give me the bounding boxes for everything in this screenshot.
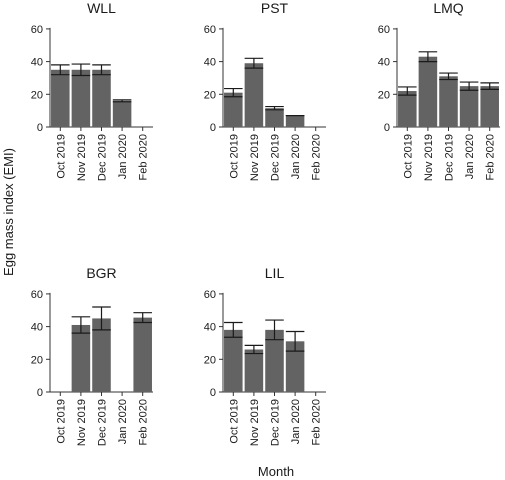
panel-lmq: LMQ 0 20 40 60 Oct 2019 Nov 2019 Dec 2019 Jan 20… (378, 0, 500, 181)
x-tick-label: Jan 2020 (290, 134, 302, 179)
y-axis-label: Egg mass index (EMI) (1, 148, 16, 276)
x-tick-label: Jan 2020 (117, 134, 129, 179)
y-tick-label: 20 (31, 89, 43, 101)
bar (51, 69, 70, 127)
panel-lil: LIL 0 20 40 60 Oct 2019 Nov 2019 Dec 2019 Jan 20… (204, 265, 326, 446)
y-tick-label: 20 (31, 354, 43, 366)
x-tick-label: Nov 2019 (249, 399, 261, 446)
y-tick-label: 20 (378, 89, 390, 101)
bar (285, 115, 305, 127)
x-axis-label: Month (258, 464, 294, 479)
error-bar (224, 87, 243, 98)
y-tick-label: 0 (384, 122, 390, 134)
y-tick-label: 40 (31, 322, 43, 334)
x-tick-label: Oct 2019 (55, 399, 67, 444)
panel-title: PST (261, 0, 289, 16)
x-tick-label: Nov 2019 (76, 399, 88, 446)
bar (459, 86, 479, 127)
x-tick-label: Feb 2020 (485, 134, 497, 180)
y-tick-label: 0 (210, 122, 216, 134)
bar (480, 86, 499, 127)
error-bar (112, 99, 132, 103)
x-tick-label: Dec 2019 (444, 134, 456, 181)
error-bar (71, 316, 91, 334)
panel-title: BGR (86, 265, 116, 281)
y-tick-label: 40 (378, 57, 390, 69)
bar (133, 317, 152, 392)
bar (112, 100, 132, 127)
bar (418, 56, 438, 128)
x-tick-label: Feb 2020 (311, 134, 323, 180)
y-tick-label: 0 (37, 387, 43, 399)
x-tick-label: Oct 2019 (402, 134, 414, 179)
y-tick-label: 60 (204, 289, 216, 301)
x-tick-label: Nov 2019 (423, 134, 435, 181)
x-tick-label: Jan 2020 (464, 134, 476, 179)
x-tick-label: Jan 2020 (290, 399, 302, 444)
error-bar (265, 105, 284, 111)
x-tick-label: Nov 2019 (249, 134, 261, 181)
error-bar (265, 319, 284, 341)
y-tick-label: 60 (204, 24, 216, 36)
bar (244, 63, 264, 127)
panel-pst: PST 0 20 40 60 Oct 2019 Nov 2019 Dec 2019 Jan 20… (204, 0, 326, 181)
bar (265, 329, 284, 392)
x-tick-label: Feb 2020 (311, 399, 323, 445)
x-tick-label: Dec 2019 (270, 134, 282, 181)
error-bar (398, 86, 417, 96)
bar (71, 69, 91, 127)
error-bar (285, 330, 305, 352)
panel-title: LMQ (433, 0, 463, 16)
panel-wll: WLL 0 20 40 60 Oct 2019 Nov 2019 Dec 2019 Jan 20… (31, 0, 153, 181)
bar (439, 76, 458, 127)
bar (92, 318, 111, 392)
bar (244, 349, 264, 392)
error-bar (439, 72, 458, 81)
y-tick-label: 60 (378, 24, 390, 36)
panel-title: WLL (87, 0, 116, 16)
bar (71, 324, 91, 392)
x-tick-label: Oct 2019 (228, 134, 240, 179)
y-tick-label: 20 (204, 354, 216, 366)
error-bar (480, 82, 499, 90)
y-tick-label: 40 (204, 322, 216, 334)
chart-panels: WLL 0 20 40 60 Oct 2019 Nov 2019 Dec 2019 Jan 20… (31, 0, 500, 446)
x-tick-label: Feb 2020 (138, 134, 150, 180)
x-tick-label: Dec 2019 (270, 399, 282, 446)
y-tick-label: 40 (31, 57, 43, 69)
error-bar (244, 57, 264, 69)
x-tick-label: Nov 2019 (76, 134, 88, 181)
error-bar (459, 81, 479, 91)
error-bar (92, 306, 111, 331)
x-tick-label: Feb 2020 (138, 399, 150, 445)
error-bar (71, 63, 91, 77)
bar (224, 329, 243, 392)
x-tick-label: Dec 2019 (97, 134, 109, 181)
bar (224, 92, 243, 127)
error-bar (418, 51, 438, 63)
bar (398, 91, 417, 127)
error-bar (244, 344, 264, 355)
bar (92, 69, 111, 127)
y-tick-label: 20 (204, 89, 216, 101)
y-tick-label: 0 (210, 387, 216, 399)
panel-bgr: BGR 0 20 40 60 Oct 2019 Nov 2019 Dec 2019 Jan 20… (31, 265, 153, 446)
bar (265, 108, 284, 127)
error-bar (92, 64, 111, 76)
panel-title: LIL (265, 265, 285, 281)
y-tick-label: 60 (31, 24, 43, 36)
x-tick-label: Oct 2019 (228, 399, 240, 444)
y-tick-label: 60 (31, 289, 43, 301)
error-bar (51, 64, 70, 76)
x-tick-label: Dec 2019 (97, 399, 109, 446)
y-tick-label: 40 (204, 57, 216, 69)
error-bar (224, 321, 243, 338)
x-tick-label: Oct 2019 (55, 134, 67, 179)
y-tick-label: 0 (37, 122, 43, 134)
bar (285, 341, 305, 392)
error-bar (133, 312, 152, 324)
x-tick-label: Jan 2020 (117, 399, 129, 444)
